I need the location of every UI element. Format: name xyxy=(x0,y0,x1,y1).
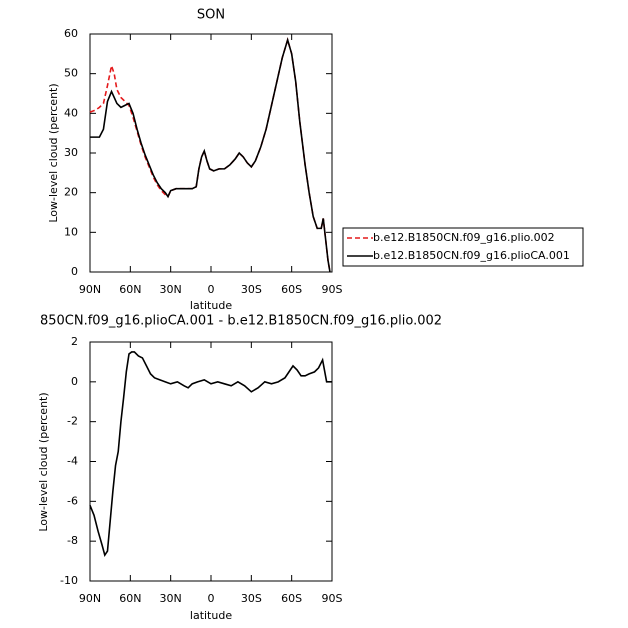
x-tick-label: 30S xyxy=(241,592,262,605)
y-tick-label: 60 xyxy=(64,27,78,40)
x-tick-label: 60S xyxy=(281,592,302,605)
x-tick-label: 0 xyxy=(208,592,215,605)
y-axis-label: Low-level cloud (percent) xyxy=(37,392,50,531)
x-tick-label: 90N xyxy=(79,592,101,605)
x-tick-label: 30N xyxy=(160,283,182,296)
legend-label: b.e12.B1850CN.f09_g16.plio.002 xyxy=(373,231,555,244)
y-tick-label: -6 xyxy=(67,494,78,507)
chart-title: 850CN.f09_g16.plioCA.001 - b.e12.B1850CN… xyxy=(40,314,442,329)
chart-title: SON xyxy=(197,8,225,23)
x-tick-label: 0 xyxy=(208,283,215,296)
data-line xyxy=(89,351,332,558)
legend-label: b.e12.B1850CN.f09_g16.plioCA.001 xyxy=(373,249,570,262)
x-tick-label: 90N xyxy=(79,283,101,296)
y-tick-label: -10 xyxy=(60,574,78,587)
data-line xyxy=(90,37,331,273)
plot-frame xyxy=(89,33,333,273)
x-tick-label: 60N xyxy=(119,283,141,296)
y-tick-label: 40 xyxy=(64,106,78,119)
x-axis-label: latitude xyxy=(190,609,232,622)
y-tick-label: -8 xyxy=(67,534,78,547)
x-tick-label: 60S xyxy=(281,283,302,296)
y-tick-label: 50 xyxy=(64,67,78,80)
y-tick-label: 0 xyxy=(71,265,78,278)
y-tick-label: 10 xyxy=(64,225,78,238)
y-axis-label: Low-level cloud (percent) xyxy=(47,83,60,222)
legend-box xyxy=(342,227,584,267)
x-tick-label: 90S xyxy=(322,592,343,605)
y-tick-label: 30 xyxy=(64,146,78,159)
x-tick-label: 30S xyxy=(241,283,262,296)
y-tick-label: 2 xyxy=(71,335,78,348)
x-tick-label: 90S xyxy=(322,283,343,296)
y-tick-label: -2 xyxy=(67,415,78,428)
x-tick-label: 60N xyxy=(119,592,141,605)
x-axis-label: latitude xyxy=(190,299,232,312)
y-tick-label: 20 xyxy=(64,186,78,199)
y-tick-label: -4 xyxy=(67,455,78,468)
x-tick-label: 30N xyxy=(160,592,182,605)
y-tick-label: 0 xyxy=(71,375,78,388)
